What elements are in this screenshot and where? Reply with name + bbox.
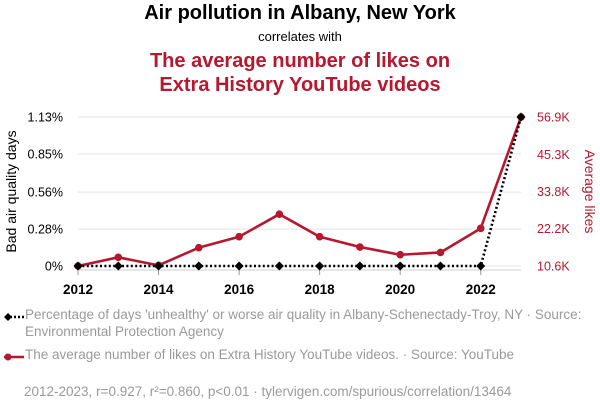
likes-point-2021 xyxy=(436,248,445,257)
chart-title-second: The average number of likes on Extra His… xyxy=(0,49,600,97)
air-pollution-point-2013 xyxy=(113,261,123,271)
left-tick-label-4: 1.13% xyxy=(28,111,63,125)
x-tick-label-3: 2018 xyxy=(305,282,336,297)
x-axis: 2012 2014 2016 2018 2020 2022 xyxy=(63,269,521,297)
air-pollution-point-2017 xyxy=(274,261,284,271)
legend-item-likes: The average number of likes on Extra His… xyxy=(4,346,594,382)
air-pollution-point-2018 xyxy=(315,261,325,271)
likes-point-2016 xyxy=(235,232,243,241)
x-tick-label-1: 2014 xyxy=(144,282,175,297)
legend-text-likes: The average number of likes on Extra His… xyxy=(25,347,515,362)
air-pollution-point-2015 xyxy=(194,261,204,271)
likes-point-2020 xyxy=(396,250,404,259)
right-tick-label-3: 45.3K xyxy=(537,148,570,162)
right-tick-label-0: 10.6K xyxy=(537,260,570,274)
air-pollution-point-2012 xyxy=(73,261,83,271)
right-tick-label-2: 33.8K xyxy=(537,185,570,199)
chart-footer: 2012-2023, r=0.927, r²=0.860, p<0.01 · t… xyxy=(24,384,512,399)
x-tick-label-0: 2012 xyxy=(63,282,93,297)
air-pollution-point-2023 xyxy=(516,112,526,122)
likes-point-2013 xyxy=(114,253,123,262)
right-axis-label: Average likes xyxy=(582,150,598,234)
right-axis: 10.6K 22.2K 33.8K 45.3K 56.9K Average likes xyxy=(537,111,598,274)
likes-point-2015 xyxy=(195,243,203,252)
air-pollution-point-2020 xyxy=(395,261,405,271)
legend-text-air-pollution: Percentage of days 'unhealthy' or worse … xyxy=(25,307,582,339)
x-tick-label-2: 2016 xyxy=(224,282,255,297)
series-air-pollution-line xyxy=(78,116,523,268)
series-layer xyxy=(73,112,526,271)
left-tick-label-3: 0.85% xyxy=(28,147,63,161)
left-axis-label: Bad air quality days xyxy=(3,130,19,252)
legend-swatch-black-dotted xyxy=(4,313,24,321)
air-pollution-point-2021 xyxy=(435,261,445,271)
likes-point-2017 xyxy=(275,210,284,218)
chart-title-second-line1: The average number of likes on xyxy=(149,50,451,72)
likes-point-2019 xyxy=(356,243,364,251)
chart-plot: 2012 2014 2016 2018 2020 2022 0% 0.28% 0.56% 0.8… xyxy=(3,111,598,298)
right-tick-label-1: 22.2K xyxy=(537,222,570,236)
air-pollution-point-2016 xyxy=(234,261,244,271)
right-tick-label-4: 56.9K xyxy=(537,111,570,125)
chart-title-second-line2: Extra History YouTube videos xyxy=(159,74,441,96)
legend-item-air-pollution: Percentage of days 'unhealthy' or worse … xyxy=(4,306,594,342)
left-tick-label-1: 0.28% xyxy=(28,223,63,237)
likes-point-2018 xyxy=(315,232,324,241)
air-pollution-point-2019 xyxy=(355,261,365,271)
grid-lines xyxy=(78,116,521,267)
air-pollution-point-2014 xyxy=(154,261,164,271)
x-tick-label-5: 2022 xyxy=(466,282,496,297)
series-likes-line xyxy=(77,116,523,268)
x-tick-label-4: 2020 xyxy=(385,282,415,297)
likes-point-2022 xyxy=(476,224,485,233)
legend-swatch-red-solid xyxy=(4,353,24,361)
left-axis: 0% 0.28% 0.56% 0.85% 1.13% Bad air quality da… xyxy=(3,111,63,274)
left-tick-label-0: 0% xyxy=(45,260,63,274)
chart-title: Air pollution in Albany, New York xyxy=(144,2,456,24)
left-tick-label-2: 0.56% xyxy=(28,186,63,200)
air-pollution-point-2022 xyxy=(476,261,486,271)
chart-subtitle: correlates with xyxy=(258,29,342,44)
